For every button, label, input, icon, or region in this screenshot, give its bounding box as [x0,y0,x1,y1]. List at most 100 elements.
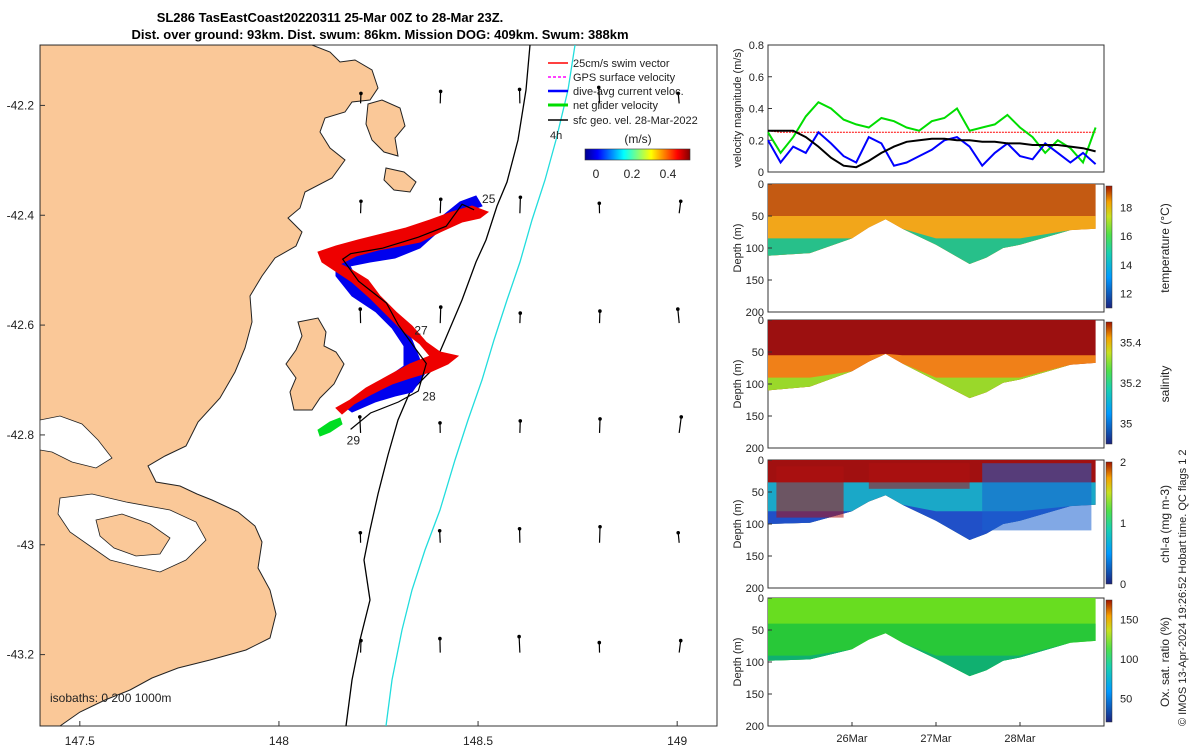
colorbar-tick-label: 0 [1120,579,1126,591]
isobath-1000m [385,45,576,726]
section-ytick-label: 50 [752,487,764,499]
velocity-y-ticks: 0 0.2 0.4 0.6 0.8 [749,40,772,179]
map-colorbar-tick-1: 0.2 [624,167,641,181]
day-labels: 25 27 28 29 [347,192,496,448]
temperature-section-layer-2 [768,219,1096,264]
island-schouten [383,167,417,193]
sfc-vector-arrow [517,526,522,543]
title-line-1: SL286 TasEastCoast20220311 25-Mar 00Z to… [157,10,504,25]
day-label-28: 28 [422,389,436,403]
map-ytick-label: -42.4 [7,208,35,222]
colorbar-tick-label: 150 [1120,615,1138,627]
time-xtick-label: 28Mar [1004,733,1036,745]
sfc-vector-arrow [438,197,443,214]
velocity-ylabel: velocity magnitude (m/s) [732,48,744,167]
track-swim-swath [317,205,490,415]
legend-gps-label: GPS surface velocity [573,72,676,84]
map-ytick-label: -43.2 [7,648,35,662]
temperature-section-colorbar-label: temperature (°C) [1158,203,1172,293]
oxygen-section-layer-1 [768,623,1096,677]
map-colorbar-tick-0: 0 [593,167,600,181]
sfc-vector-arrow [438,421,442,433]
sfc-vector-arrow [596,85,601,104]
sfc-vector-arrow [518,419,523,433]
sfc-vector-arrow [597,201,602,214]
map-panel: 25 27 28 29 25cm/s swim vector GPS surface … [7,44,718,748]
velocity-frame [767,44,1105,173]
section-ytick-label: 200 [746,583,764,595]
legend-net-label: net glider velocity [573,100,658,112]
time-xtick-label: 26Mar [836,733,868,745]
island-north [365,99,406,157]
sfc-vector-arrow [678,415,684,434]
legend-swim-label: 25cm/s swim vector [573,58,670,70]
chl-patch [982,463,1092,531]
temperature-section-colorbar [1105,185,1113,309]
legend-sfc-label: sfc geo. vel. 28-Mar-2022 [573,115,698,127]
title-line-2: Dist. over ground: 93km. Dist. swum: 86k… [131,27,628,42]
sfc-vector-arrow [676,307,680,324]
colorbar-tick-label: 35 [1120,419,1132,431]
sfc-vector-arrow [598,417,602,433]
sfc-vector-arrow [678,199,683,214]
salinity-section-colorbar-label: salinity [1158,366,1172,403]
chl-patch [868,463,970,489]
section-ytick-label: 50 [752,347,764,359]
map-xtick-label: 148.5 [463,734,493,748]
salinity-section-colorbar [1105,321,1113,445]
map-x-ticks: 147.5 148 148.5 149 [65,721,688,748]
section-ytick-label: 100 [746,519,764,531]
oxygen-section-panel: 0 50 100 150 200 Depth (m) 50 100 150 Ox. sat. ra… [732,593,1172,745]
salinity-section-layer-2 [768,353,1096,399]
colorbar-tick-label: 18 [1120,203,1132,215]
map-xtick-label: 147.5 [65,734,95,748]
section-ytick-label: 0 [758,593,764,605]
vel-ytick-label: 0.8 [749,40,764,52]
map-legend: 25cm/s swim vector GPS surface velocity … [548,58,698,181]
sfc-vector-arrow [358,415,362,433]
map-ytick-label: -42.6 [7,318,35,332]
colorbar-tick-label: 14 [1120,260,1132,272]
sfc-vector-arrow [359,638,363,653]
oxygen-section-colorbar-label: Ox. sat. ratio (%) [1158,617,1172,707]
sfc-vector-arrow [438,636,442,653]
sfc-vector-arrow [438,89,443,104]
map-xtick-label: 148 [269,734,289,748]
section-ytick-label: 0 [758,315,764,327]
colorbar-tick-label: 16 [1120,231,1132,243]
oxygen-section-layer-2 [768,633,1096,677]
velocity-line-dive-avg-current [767,130,1097,168]
tasman-peninsula [95,513,171,557]
temperature-section-panel: 0 50 100 150 200 Depth (m) 12 14 16 18 temperature… [732,179,1172,319]
section-ytick-label: 200 [746,307,764,319]
vel-ytick-label: 0 [758,167,764,179]
velocity-line-sfc-geo-velocity [768,129,1096,169]
map-colorbar-tick-2: 0.4 [660,167,677,181]
section-ytick-label: 100 [746,657,764,669]
section-ytick-label: 100 [746,243,764,255]
sfc-vector-arrow [676,530,681,543]
inland-water [40,415,113,469]
sfc-vector-arrow [678,638,683,653]
colorbar-tick-label: 35.4 [1120,337,1141,349]
map-y-ticks: -42.2 -42.4 -42.6 -42.8 -43 -43.2 [7,98,45,662]
chl-patch [776,466,844,518]
vel-ytick-label: 0.2 [749,135,764,147]
map-colorbar-label: (m/s) [624,132,651,146]
chl-a-section-panel: 0 50 100 150 200 Depth (m) 0 1 2 chl-a (mg m-3) [732,455,1172,595]
velocity-panel: 0 0.2 0.4 0.6 0.8 velocity magnitude (m/s) [732,40,1105,179]
track-net-velocity [317,417,343,437]
section-ytick-label: 200 [746,721,764,733]
oxygen-section-ylabel: Depth (m) [732,638,744,687]
oxygen-section-colorbar [1105,599,1113,723]
map-ytick-label: -42.2 [7,98,35,112]
time-xtick-label: 27Mar [920,733,952,745]
salinity-section-panel: 0 50 100 150 200 Depth (m) 35 35.2 35.4 salinity [732,315,1172,455]
colorbar-tick-label: 35.2 [1120,378,1141,390]
velocity-series [767,100,1097,169]
sfc-vector-arrow [358,530,363,543]
sfc-vector-arrow [598,309,602,324]
section-ytick-label: 0 [758,179,764,191]
